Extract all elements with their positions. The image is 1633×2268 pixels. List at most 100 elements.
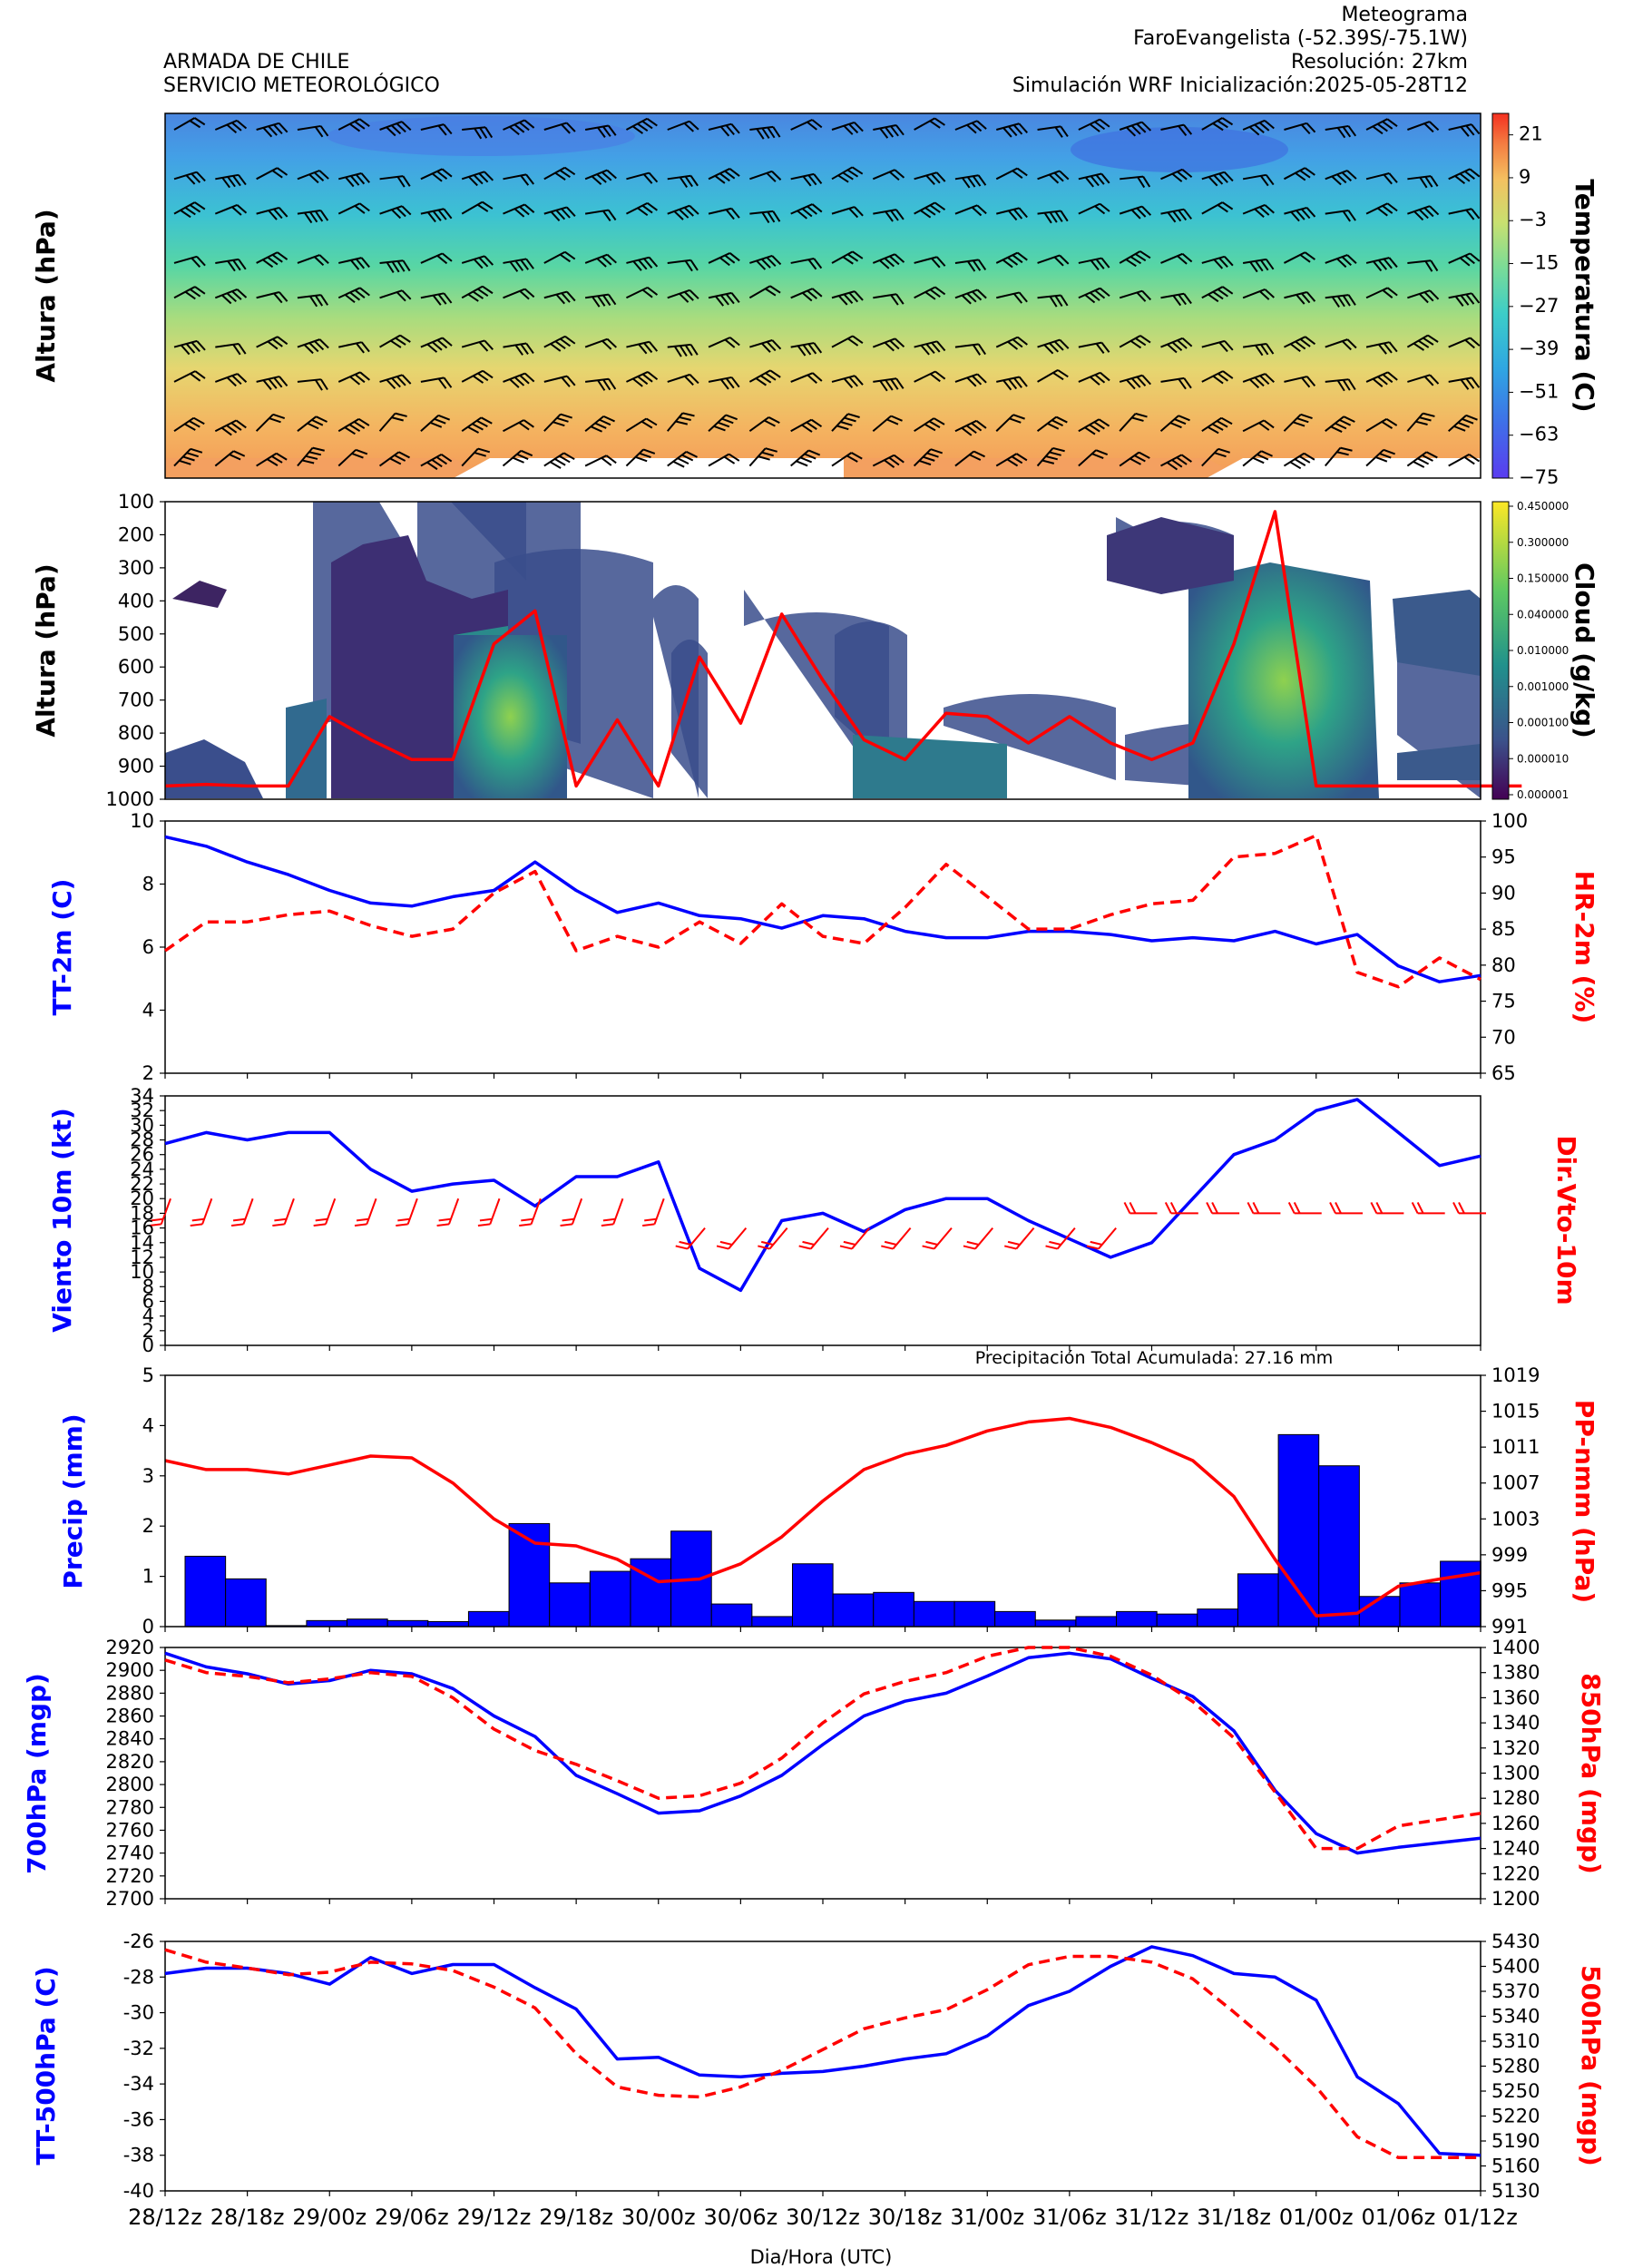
colorbar-tick-label: −51 bbox=[1519, 380, 1559, 402]
wind-barb-feather bbox=[1180, 454, 1192, 463]
wind-barb-feather bbox=[1012, 338, 1023, 348]
t2m-line bbox=[164, 835, 1481, 983]
wind-barb bbox=[954, 450, 985, 467]
wind-barb-feather bbox=[638, 343, 648, 355]
wind-barb-feather bbox=[1419, 177, 1428, 189]
wind10m-panel-tick-label: 22 bbox=[130, 1173, 154, 1195]
precip-bar bbox=[549, 1582, 591, 1628]
wind-barb-staff bbox=[297, 415, 318, 433]
wind-barb-feather bbox=[1295, 340, 1306, 350]
wind-barb-staff bbox=[1078, 449, 1097, 467]
wind-barb-feather bbox=[631, 125, 644, 134]
wind-barb-feather bbox=[889, 339, 900, 350]
wind-barb-feather bbox=[351, 452, 364, 459]
wind-barb bbox=[1406, 334, 1439, 351]
wind-barb-feather bbox=[1341, 171, 1352, 181]
wind-barb-feather bbox=[602, 294, 611, 307]
wind-direction-barb-feather bbox=[1169, 1201, 1178, 1214]
wind-barb bbox=[173, 201, 206, 219]
wind-barb-staff bbox=[995, 414, 1014, 432]
wind-barb-feather bbox=[884, 459, 895, 468]
gh700-panel-tick-label: 2800 bbox=[106, 1774, 154, 1795]
wind-barb-feather bbox=[890, 415, 903, 422]
wind-barb-staff bbox=[338, 341, 362, 348]
wind-barb-feather bbox=[513, 208, 525, 218]
wind-barb-staff bbox=[914, 171, 937, 181]
wind-barb-feather bbox=[854, 290, 864, 301]
wind-barb-feather bbox=[1423, 122, 1434, 133]
gh850-panel-tick-label: 1360 bbox=[1491, 1686, 1540, 1708]
wind-barb-feather bbox=[1137, 176, 1146, 189]
wind-barb-feather bbox=[1045, 455, 1058, 461]
wind-barb-feather bbox=[1430, 175, 1439, 187]
wind-barb-feather bbox=[1336, 379, 1345, 392]
precip-bar bbox=[467, 1610, 510, 1628]
wind-barb bbox=[1201, 255, 1234, 269]
wind-barb-feather bbox=[1336, 127, 1346, 139]
wind-barb-staff bbox=[1160, 123, 1185, 131]
colorbar-tick-label: −63 bbox=[1519, 424, 1559, 445]
wind-barb-staff bbox=[297, 338, 320, 348]
wind-barb-feather bbox=[802, 344, 812, 356]
wind-direction-barb bbox=[477, 1198, 501, 1227]
wind-barb-feather bbox=[235, 419, 247, 429]
wind-direction-barb bbox=[560, 1198, 583, 1227]
wind-barb-feather bbox=[525, 173, 534, 185]
wind-barb bbox=[1325, 338, 1357, 351]
x-tick-label: 31/12z bbox=[1115, 2204, 1189, 2230]
wind-barb-feather bbox=[926, 452, 939, 458]
wind-barb-staff bbox=[1119, 374, 1143, 383]
wind-direction-barb-staff bbox=[809, 1227, 829, 1250]
wind-barb-feather bbox=[519, 290, 530, 300]
wind-barb-feather bbox=[729, 337, 740, 347]
wind-barb-feather bbox=[1373, 260, 1383, 272]
wind-barb bbox=[667, 120, 699, 132]
wind-barb-feather bbox=[925, 174, 935, 186]
wind-barb-feather bbox=[396, 291, 406, 302]
wind-barb-feather bbox=[677, 457, 689, 464]
wind-barb bbox=[1325, 170, 1357, 186]
wind-barb bbox=[297, 378, 328, 391]
cloud-region bbox=[172, 581, 227, 608]
wind-barb bbox=[790, 449, 821, 467]
wind-barb-feather bbox=[277, 336, 288, 346]
wind-barb-feather bbox=[1305, 122, 1316, 133]
wind-barb-feather bbox=[1176, 456, 1188, 465]
wind-barb-feather bbox=[1094, 374, 1106, 384]
wind-barb-feather bbox=[226, 123, 238, 133]
wind-barb-feather bbox=[1018, 122, 1029, 133]
wind-direction-barb-staff bbox=[366, 1198, 377, 1225]
wind-barb bbox=[214, 119, 248, 133]
wind-barb-feather bbox=[189, 120, 201, 129]
wind-barb-feather bbox=[804, 453, 816, 460]
wind-barb bbox=[1120, 175, 1151, 189]
wind-barb-feather bbox=[314, 126, 324, 138]
wind-barb-feather bbox=[1131, 416, 1144, 422]
wind-barb-feather bbox=[523, 288, 535, 298]
wind-barb-staff bbox=[584, 169, 608, 181]
wind-barb-feather bbox=[271, 170, 283, 179]
wind-barb-feather bbox=[236, 204, 248, 214]
cloud-core bbox=[1188, 562, 1379, 798]
wind-barb-feather bbox=[592, 296, 601, 308]
wind-barb-staff bbox=[1201, 448, 1219, 467]
wind-barb-feather bbox=[1459, 257, 1471, 267]
wind-barb-feather bbox=[386, 126, 396, 137]
wind-barb-feather bbox=[1418, 293, 1429, 304]
wind-barb bbox=[256, 291, 288, 304]
wind-barb-staff bbox=[215, 173, 240, 181]
wind-barb-feather bbox=[1265, 174, 1275, 186]
wind-barb bbox=[1242, 288, 1275, 300]
wind-barb-feather bbox=[190, 373, 201, 382]
wind-barb-feather bbox=[1264, 288, 1275, 298]
wind-barb-feather bbox=[719, 294, 729, 306]
wind-barb-feather bbox=[227, 176, 236, 188]
wind-barb-feather bbox=[1178, 378, 1187, 390]
wind-barb-staff bbox=[1325, 124, 1349, 131]
wind-barb-staff bbox=[1407, 259, 1432, 264]
wind-barb bbox=[831, 375, 864, 388]
wind-barb bbox=[1448, 337, 1481, 349]
wind-barb-feather bbox=[647, 202, 658, 211]
wind-barb bbox=[748, 416, 780, 433]
wind-barb-feather bbox=[924, 291, 936, 300]
